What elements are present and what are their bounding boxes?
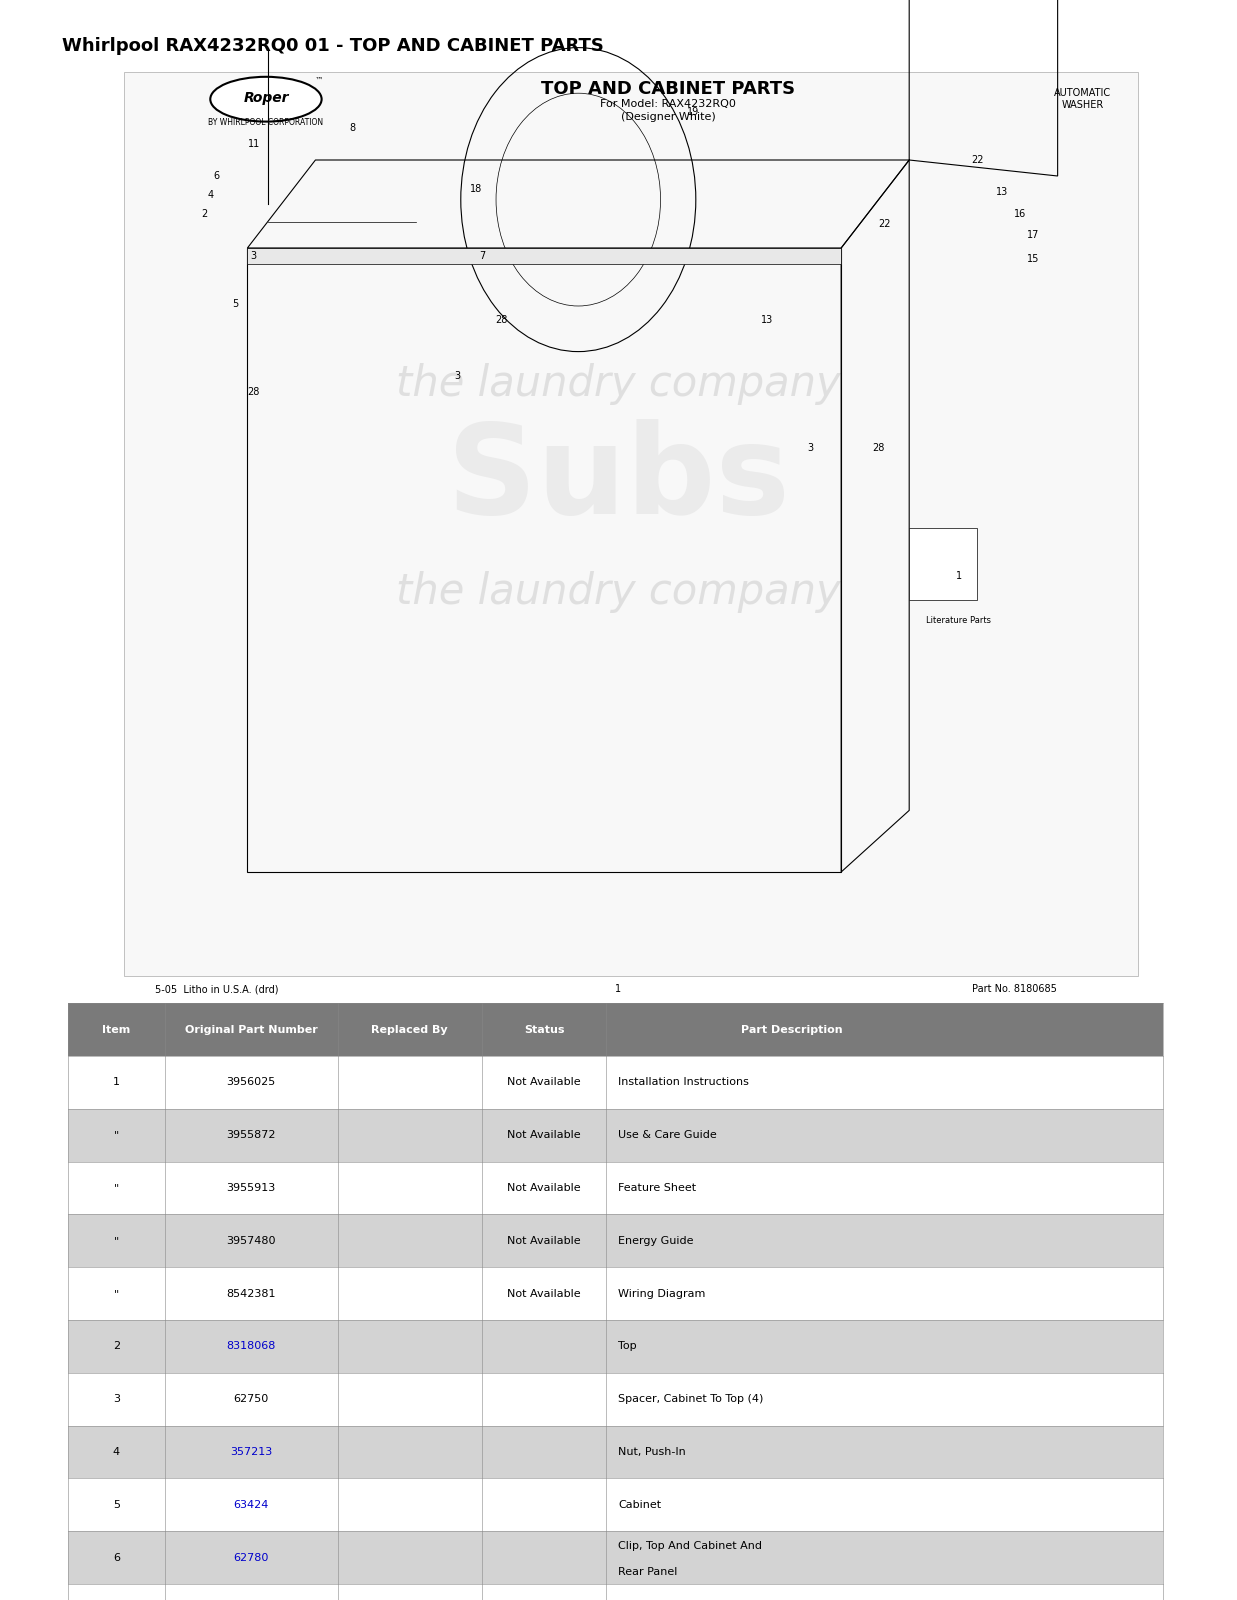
Bar bbox=[68, 1267, 1163, 1320]
Bar bbox=[68, 1320, 1163, 1373]
Text: the laundry company: the laundry company bbox=[396, 571, 841, 613]
Text: 3955913: 3955913 bbox=[226, 1182, 276, 1194]
Text: 3: 3 bbox=[113, 1394, 120, 1405]
Text: 3: 3 bbox=[808, 443, 813, 453]
Text: 22: 22 bbox=[971, 155, 983, 165]
Text: 62750: 62750 bbox=[234, 1394, 268, 1405]
Text: Part Description: Part Description bbox=[741, 1024, 842, 1035]
Text: 8542381: 8542381 bbox=[226, 1288, 276, 1299]
Bar bbox=[68, 1426, 1163, 1478]
Text: ": " bbox=[114, 1130, 119, 1141]
Text: ": " bbox=[114, 1288, 119, 1299]
Bar bbox=[68, 1531, 1163, 1584]
Text: 3955872: 3955872 bbox=[226, 1130, 276, 1141]
Text: 6: 6 bbox=[214, 171, 219, 181]
Text: 1: 1 bbox=[616, 984, 621, 994]
Text: (Designer White): (Designer White) bbox=[621, 112, 715, 122]
Text: Top: Top bbox=[618, 1341, 637, 1352]
Text: Roper: Roper bbox=[244, 91, 288, 104]
Text: Item: Item bbox=[103, 1024, 130, 1035]
Text: 16: 16 bbox=[1014, 210, 1027, 219]
Bar bbox=[68, 1056, 1163, 1109]
Text: 3: 3 bbox=[251, 251, 256, 261]
Text: For Model: RAX4232RQ0: For Model: RAX4232RQ0 bbox=[600, 99, 736, 109]
Bar bbox=[68, 1162, 1163, 1214]
Bar bbox=[68, 1003, 1163, 1056]
Text: 8: 8 bbox=[350, 123, 355, 133]
Text: BY WHIRLPOOL CORPORATION: BY WHIRLPOOL CORPORATION bbox=[208, 118, 324, 128]
Text: Part No. 8180685: Part No. 8180685 bbox=[972, 984, 1056, 994]
Text: 2: 2 bbox=[200, 210, 208, 219]
Text: Installation Instructions: Installation Instructions bbox=[618, 1077, 750, 1088]
Text: AUTOMATIC
WASHER: AUTOMATIC WASHER bbox=[1054, 88, 1111, 109]
Text: 18: 18 bbox=[470, 184, 482, 194]
Text: 28: 28 bbox=[495, 315, 507, 325]
Text: Whirlpool Residential Whirlpool RAX4232RQ0 Washer Parts Parts Diagram 01 - TOP A: Whirlpool Residential Whirlpool RAX4232R… bbox=[68, 1003, 610, 1013]
Text: ": " bbox=[114, 1182, 119, 1194]
Text: TOP AND CABINET PARTS: TOP AND CABINET PARTS bbox=[541, 80, 795, 98]
Text: Subs: Subs bbox=[447, 419, 790, 541]
Text: Use & Care Guide: Use & Care Guide bbox=[618, 1130, 717, 1141]
Text: 4: 4 bbox=[113, 1446, 120, 1458]
Text: Click on the part number to view part: Click on the part number to view part bbox=[513, 1035, 724, 1045]
Text: Not Available: Not Available bbox=[507, 1288, 581, 1299]
Text: Literature Parts: Literature Parts bbox=[927, 616, 991, 626]
Text: Not Available: Not Available bbox=[507, 1077, 581, 1088]
Text: 17: 17 bbox=[1027, 230, 1039, 240]
Bar bbox=[68, 1373, 1163, 1426]
Text: 28: 28 bbox=[872, 443, 884, 453]
Text: 6: 6 bbox=[113, 1552, 120, 1563]
Text: Energy Guide: Energy Guide bbox=[618, 1235, 694, 1246]
Text: 2: 2 bbox=[113, 1341, 120, 1352]
Text: Cabinet: Cabinet bbox=[618, 1499, 662, 1510]
Text: Not Available: Not Available bbox=[507, 1235, 581, 1246]
Bar bbox=[68, 1478, 1163, 1531]
Text: Original Part Number: Original Part Number bbox=[184, 1024, 318, 1035]
Text: 1: 1 bbox=[113, 1077, 120, 1088]
Text: 22: 22 bbox=[878, 219, 891, 229]
Text: 63424: 63424 bbox=[234, 1499, 268, 1510]
Text: 7: 7 bbox=[479, 251, 486, 261]
Text: ": " bbox=[114, 1235, 119, 1246]
Text: 3956025: 3956025 bbox=[226, 1077, 276, 1088]
Text: Whirlpool RAX4232RQ0 01 - TOP AND CABINET PARTS: Whirlpool RAX4232RQ0 01 - TOP AND CABINE… bbox=[62, 37, 604, 54]
Text: 4: 4 bbox=[208, 190, 213, 200]
Text: 1: 1 bbox=[956, 571, 961, 581]
Bar bbox=[68, 1214, 1163, 1267]
Ellipse shape bbox=[210, 77, 322, 122]
Text: Nut, Push-In: Nut, Push-In bbox=[618, 1446, 687, 1458]
Text: 357213: 357213 bbox=[230, 1446, 272, 1458]
Text: 19: 19 bbox=[687, 107, 699, 117]
Text: 5: 5 bbox=[231, 299, 239, 309]
Text: Spacer, Cabinet To Top (4): Spacer, Cabinet To Top (4) bbox=[618, 1394, 764, 1405]
Text: 62780: 62780 bbox=[234, 1552, 268, 1563]
Text: 3957480: 3957480 bbox=[226, 1235, 276, 1246]
Polygon shape bbox=[247, 248, 841, 264]
Text: 11: 11 bbox=[247, 139, 260, 149]
Text: 8318068: 8318068 bbox=[226, 1341, 276, 1352]
Bar bbox=[909, 528, 977, 600]
Text: Replaced By: Replaced By bbox=[371, 1024, 448, 1035]
Text: 15: 15 bbox=[1027, 254, 1039, 264]
Text: Rear Panel: Rear Panel bbox=[618, 1566, 678, 1578]
Text: 3: 3 bbox=[455, 371, 460, 381]
Text: Not Available: Not Available bbox=[507, 1130, 581, 1141]
Bar bbox=[124, 72, 1138, 976]
Text: Not Available: Not Available bbox=[507, 1182, 581, 1194]
Text: Wiring Diagram: Wiring Diagram bbox=[618, 1288, 706, 1299]
Text: Feature Sheet: Feature Sheet bbox=[618, 1182, 696, 1194]
Text: 28: 28 bbox=[247, 387, 260, 397]
Text: Clip, Top And Cabinet And: Clip, Top And Cabinet And bbox=[618, 1541, 762, 1552]
Text: 5: 5 bbox=[113, 1499, 120, 1510]
Text: ™: ™ bbox=[315, 75, 323, 85]
Text: 13: 13 bbox=[761, 315, 773, 325]
Text: 5-05  Litho in U.S.A. (drd): 5-05 Litho in U.S.A. (drd) bbox=[155, 984, 278, 994]
Bar bbox=[68, 1584, 1163, 1600]
Text: Status: Status bbox=[524, 1024, 564, 1035]
Text: 13: 13 bbox=[996, 187, 1008, 197]
Text: the laundry company: the laundry company bbox=[396, 363, 841, 405]
Bar bbox=[68, 1109, 1163, 1162]
